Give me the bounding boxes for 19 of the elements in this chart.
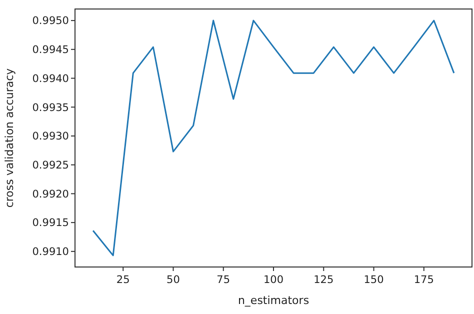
x-tick-label: 125 xyxy=(314,274,334,286)
x-tick-label: 50 xyxy=(166,274,180,286)
line-series xyxy=(92,20,455,256)
y-tick-label: 0.9935 xyxy=(32,102,69,114)
x-tick-label: 25 xyxy=(116,274,130,286)
y-tick-label: 0.9940 xyxy=(32,72,69,85)
y-tick-label: 0.9945 xyxy=(32,44,69,56)
x-tick-label: 100 xyxy=(263,274,284,286)
y-tick-label: 0.9950 xyxy=(32,15,69,28)
x-tick-label: 175 xyxy=(414,274,434,286)
y-axis-title: cross validation accuracy xyxy=(3,68,16,208)
y-tick-label: 0.9915 xyxy=(32,217,69,230)
x-tick-label: 75 xyxy=(216,274,230,286)
x-axis-title: n_estimators xyxy=(238,294,310,307)
y-tick-label: 0.9925 xyxy=(32,160,69,172)
y-tick-label: 0.9910 xyxy=(32,246,69,258)
y-tick-label: 0.9920 xyxy=(32,188,69,200)
x-tick-label: 150 xyxy=(364,274,384,286)
y-tick-label: 0.9930 xyxy=(32,130,69,143)
